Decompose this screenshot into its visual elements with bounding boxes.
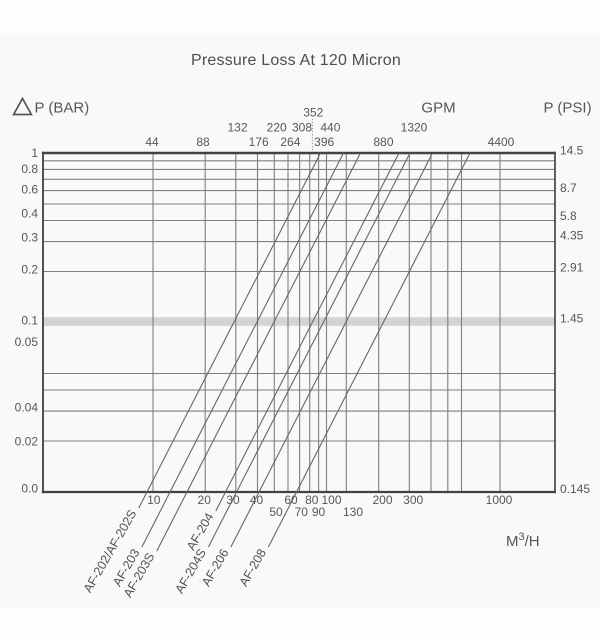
svg-text:44: 44 — [145, 135, 159, 149]
svg-text:440: 440 — [320, 121, 340, 135]
svg-text:0.0: 0.0 — [21, 482, 38, 496]
svg-text:0.3: 0.3 — [21, 231, 38, 245]
svg-text:0.02: 0.02 — [15, 435, 39, 449]
svg-text:176: 176 — [249, 135, 269, 149]
svg-text:2.91: 2.91 — [560, 261, 584, 275]
svg-text:130: 130 — [343, 505, 363, 519]
svg-text:P (PSI): P (PSI) — [544, 100, 592, 117]
svg-text:14.5: 14.5 — [560, 143, 584, 157]
svg-text:0.145: 0.145 — [560, 482, 590, 496]
svg-text:M3/H: M3/H — [506, 531, 540, 550]
svg-text:50: 50 — [269, 505, 283, 519]
svg-text:220: 220 — [267, 121, 287, 135]
svg-text:352: 352 — [303, 106, 323, 120]
svg-text:5.8: 5.8 — [560, 209, 577, 223]
svg-text:0.04: 0.04 — [15, 401, 39, 415]
svg-text:0.8: 0.8 — [21, 162, 38, 176]
svg-text:880: 880 — [373, 135, 393, 149]
svg-text:P (BAR): P (BAR) — [35, 100, 90, 117]
svg-text:1000: 1000 — [486, 493, 513, 507]
svg-text:308: 308 — [292, 121, 312, 135]
svg-text:Pressure Loss At 120 Micron: Pressure Loss At 120 Micron — [191, 52, 401, 69]
svg-text:1320: 1320 — [401, 121, 428, 135]
svg-text:10: 10 — [147, 493, 161, 507]
svg-text:88: 88 — [196, 135, 210, 149]
svg-text:40: 40 — [250, 493, 264, 507]
svg-text:1: 1 — [31, 146, 38, 160]
svg-text:132: 132 — [227, 121, 247, 135]
svg-text:70: 70 — [295, 505, 309, 519]
svg-text:4400: 4400 — [488, 135, 515, 149]
svg-text:0.4: 0.4 — [21, 207, 38, 221]
svg-text:4.35: 4.35 — [560, 229, 584, 243]
svg-text:396: 396 — [314, 135, 334, 149]
svg-text:60: 60 — [284, 493, 298, 507]
svg-text:100: 100 — [321, 493, 341, 507]
svg-text:8.7: 8.7 — [560, 181, 577, 195]
svg-text:0.2: 0.2 — [21, 262, 38, 276]
svg-text:30: 30 — [226, 493, 240, 507]
svg-text:90: 90 — [312, 505, 326, 519]
svg-text:80: 80 — [305, 493, 319, 507]
svg-text:1.45: 1.45 — [560, 311, 584, 325]
svg-text:0.1: 0.1 — [21, 314, 38, 328]
svg-text:300: 300 — [403, 493, 423, 507]
svg-text:20: 20 — [198, 493, 212, 507]
svg-text:GPM: GPM — [421, 100, 455, 117]
svg-text:0.6: 0.6 — [21, 183, 38, 197]
svg-text:264: 264 — [280, 135, 300, 149]
svg-text:200: 200 — [372, 493, 392, 507]
svg-text:0.05: 0.05 — [15, 335, 39, 349]
